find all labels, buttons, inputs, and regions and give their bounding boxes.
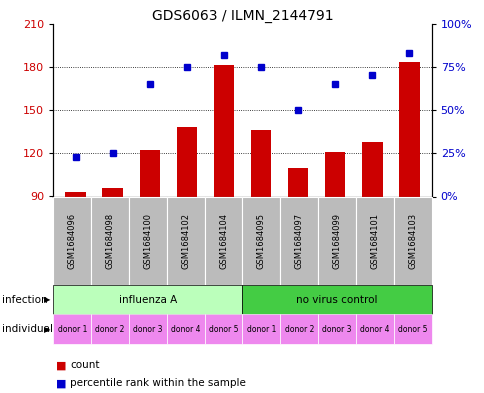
Text: ▶: ▶ [45, 295, 51, 304]
Text: percentile rank within the sample: percentile rank within the sample [70, 378, 246, 388]
Text: GSM1684097: GSM1684097 [294, 213, 303, 269]
Text: individual: individual [2, 324, 53, 334]
Text: influenza A: influenza A [119, 295, 177, 305]
Text: GSM1684100: GSM1684100 [143, 213, 152, 269]
Text: donor 1: donor 1 [246, 325, 275, 334]
Bar [65, 192, 86, 196]
Text: ▶: ▶ [45, 325, 51, 334]
Text: GSM1684101: GSM1684101 [370, 213, 378, 269]
Text: GSM1684104: GSM1684104 [219, 213, 227, 269]
Bar [362, 142, 382, 196]
Text: donor 3: donor 3 [133, 325, 162, 334]
Text: count: count [70, 360, 100, 371]
Text: ■: ■ [56, 378, 66, 388]
Bar [250, 130, 271, 196]
Text: GSM1684102: GSM1684102 [181, 213, 190, 269]
Text: donor 4: donor 4 [171, 325, 200, 334]
Bar [213, 65, 234, 196]
Text: no virus control: no virus control [296, 295, 377, 305]
Text: donor 2: donor 2 [95, 325, 124, 334]
Text: infection: infection [2, 295, 48, 305]
Bar [324, 152, 345, 196]
Bar [287, 168, 308, 196]
Text: GSM1684095: GSM1684095 [257, 213, 265, 269]
Text: donor 1: donor 1 [58, 325, 87, 334]
Text: GSM1684096: GSM1684096 [68, 213, 76, 269]
Bar [176, 127, 197, 196]
Text: donor 4: donor 4 [360, 325, 389, 334]
Text: ■: ■ [56, 360, 66, 371]
Bar [102, 188, 122, 196]
Text: donor 3: donor 3 [322, 325, 351, 334]
Bar [398, 62, 419, 196]
Text: donor 2: donor 2 [284, 325, 313, 334]
Title: GDS6063 / ILMN_2144791: GDS6063 / ILMN_2144791 [151, 9, 333, 22]
Text: donor 5: donor 5 [209, 325, 238, 334]
Bar [139, 151, 160, 196]
Text: donor 5: donor 5 [397, 325, 426, 334]
Text: GSM1684099: GSM1684099 [332, 213, 341, 269]
Text: GSM1684103: GSM1684103 [408, 213, 416, 269]
Text: GSM1684098: GSM1684098 [106, 213, 114, 269]
